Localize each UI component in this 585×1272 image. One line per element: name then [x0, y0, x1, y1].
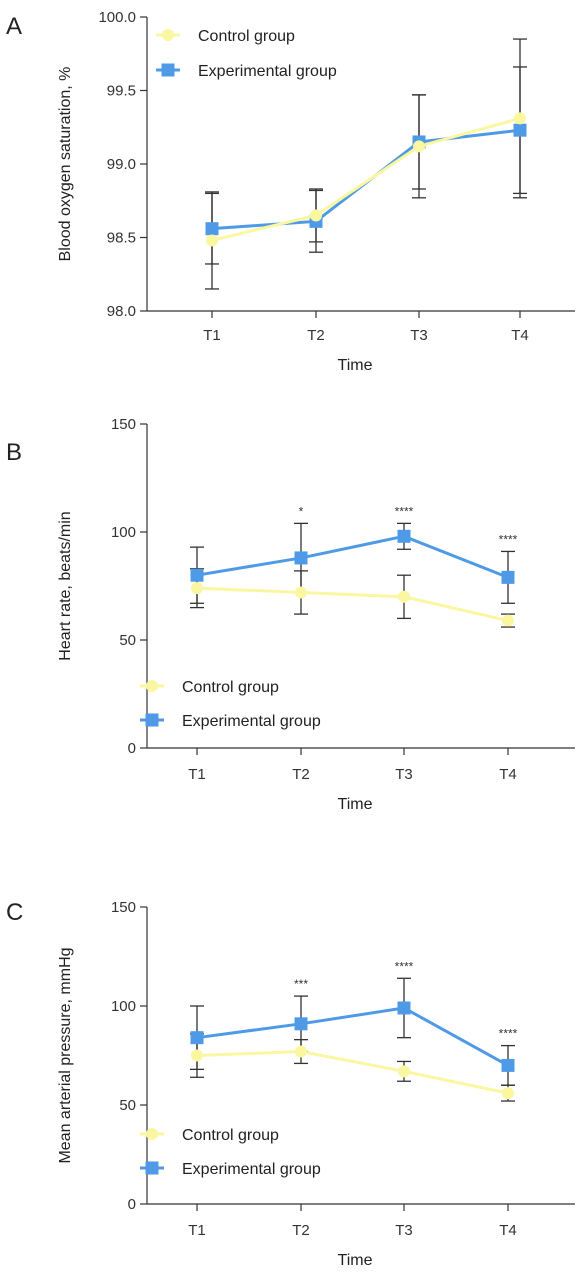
significance-label: **** [499, 532, 518, 546]
experimental-series-line [196, 1006, 509, 1067]
legend-label: Control group [182, 679, 279, 696]
chart-panel-a: A 98.0 98.5 99.0 99.5 100.0 T1 T2 T3 T4 Time Blood … [6, 9, 575, 374]
control-data-point [295, 586, 307, 599]
panel-letter: A [6, 13, 22, 40]
control-data-point [191, 1049, 203, 1062]
x-tick-label: T1 [203, 327, 221, 344]
y-tick-label: 150 [111, 416, 136, 433]
legend-label: Control group [198, 28, 295, 45]
experimental-data-point [190, 1031, 204, 1045]
x-tick-label: T3 [395, 1222, 413, 1239]
y-axis-title: Blood oxygen saturation, % [57, 67, 74, 262]
experimental-data-point [294, 551, 308, 565]
x-tick-label: T4 [511, 327, 529, 344]
legend-entry-experimental: Experimental group [140, 713, 321, 730]
control-series-line [196, 1050, 509, 1095]
legend-label: Control group [182, 1127, 279, 1144]
panel-letter: B [6, 439, 22, 466]
x-tick-label: T1 [188, 1222, 206, 1239]
significance-label: * [299, 504, 304, 518]
x-tick-label: T3 [410, 327, 428, 344]
control-data-point [295, 1045, 307, 1058]
x-tick-label: T3 [395, 766, 413, 783]
legend-marker [162, 29, 174, 41]
control-data-point [191, 582, 203, 595]
experimental-data-point [205, 222, 219, 236]
control-data-point [206, 234, 218, 247]
experimental-series-line [211, 128, 521, 231]
control-series-line [196, 586, 509, 623]
x-axis-title: Time [338, 357, 373, 374]
y-tick-label: 98.0 [107, 303, 136, 320]
x-tick-label: T2 [292, 766, 310, 783]
x-tick-label: T4 [499, 766, 517, 783]
significance-label: **** [395, 504, 414, 518]
legend-marker [145, 1161, 159, 1175]
legend-label: Experimental group [182, 713, 321, 730]
x-axis-title: Time [338, 1252, 373, 1269]
legend-marker [161, 63, 175, 77]
chart-panel-c: C 0 50 100 150 T1 T2 T3 T4 Time Mean arterial pres… [6, 899, 575, 1269]
significance-label: **** [395, 959, 414, 973]
y-axis-title: Mean arterial pressure, mmHg [57, 947, 74, 1163]
experimental-data-point [501, 1058, 515, 1072]
control-data-point [310, 209, 322, 222]
legend-entry-control: Control group [140, 679, 279, 696]
significance-label: **** [499, 1027, 518, 1041]
control-data-point [398, 1065, 410, 1078]
y-tick-label: 100.0 [98, 9, 136, 26]
control-data-point [514, 112, 526, 125]
y-tick-label: 50 [119, 632, 136, 649]
y-tick-label: 0 [128, 1196, 136, 1213]
x-tick-label: T1 [188, 766, 206, 783]
legend-marker [146, 1128, 158, 1140]
legend-entry-control: Control group [156, 28, 295, 45]
control-data-point [502, 614, 514, 627]
y-tick-label: 99.5 [107, 83, 136, 100]
significance-label: *** [294, 977, 308, 991]
y-tick-label: 98.5 [107, 230, 136, 247]
x-axis-title: Time [338, 796, 373, 813]
x-tick-label: T2 [292, 1222, 310, 1239]
legend-marker [145, 713, 159, 727]
experimental-series-line [196, 534, 509, 579]
legend-entry-experimental: Experimental group [156, 63, 337, 80]
experimental-data-point [513, 123, 527, 137]
control-series-line [211, 116, 521, 242]
y-tick-label: 100 [111, 998, 136, 1015]
chart-panel-b: B 0 50 100 150 T1 T2 T3 T4 Time Heart rate, beats/… [6, 416, 575, 813]
control-data-point [398, 590, 410, 603]
y-tick-label: 50 [119, 1097, 136, 1114]
experimental-data-point [397, 1001, 411, 1015]
y-tick-label: 99.0 [107, 156, 136, 173]
legend-marker [146, 680, 158, 692]
experimental-data-point [190, 568, 204, 582]
x-tick-label: T2 [307, 327, 325, 344]
legend-entry-experimental: Experimental group [140, 1161, 321, 1178]
legend-label: Experimental group [198, 63, 337, 80]
x-tick-label: T4 [499, 1222, 517, 1239]
y-tick-label: 0 [128, 740, 136, 757]
control-data-point [413, 140, 425, 153]
control-data-point [502, 1087, 514, 1100]
legend-entry-control: Control group [140, 1127, 279, 1144]
experimental-data-point [397, 529, 411, 543]
panel-letter: C [6, 899, 23, 926]
y-tick-label: 150 [111, 899, 136, 916]
legend-label: Experimental group [182, 1161, 321, 1178]
experimental-data-point [294, 1017, 308, 1031]
experimental-data-point [501, 570, 515, 584]
y-axis-title: Heart rate, beats/min [57, 511, 74, 660]
y-tick-label: 100 [111, 524, 136, 541]
